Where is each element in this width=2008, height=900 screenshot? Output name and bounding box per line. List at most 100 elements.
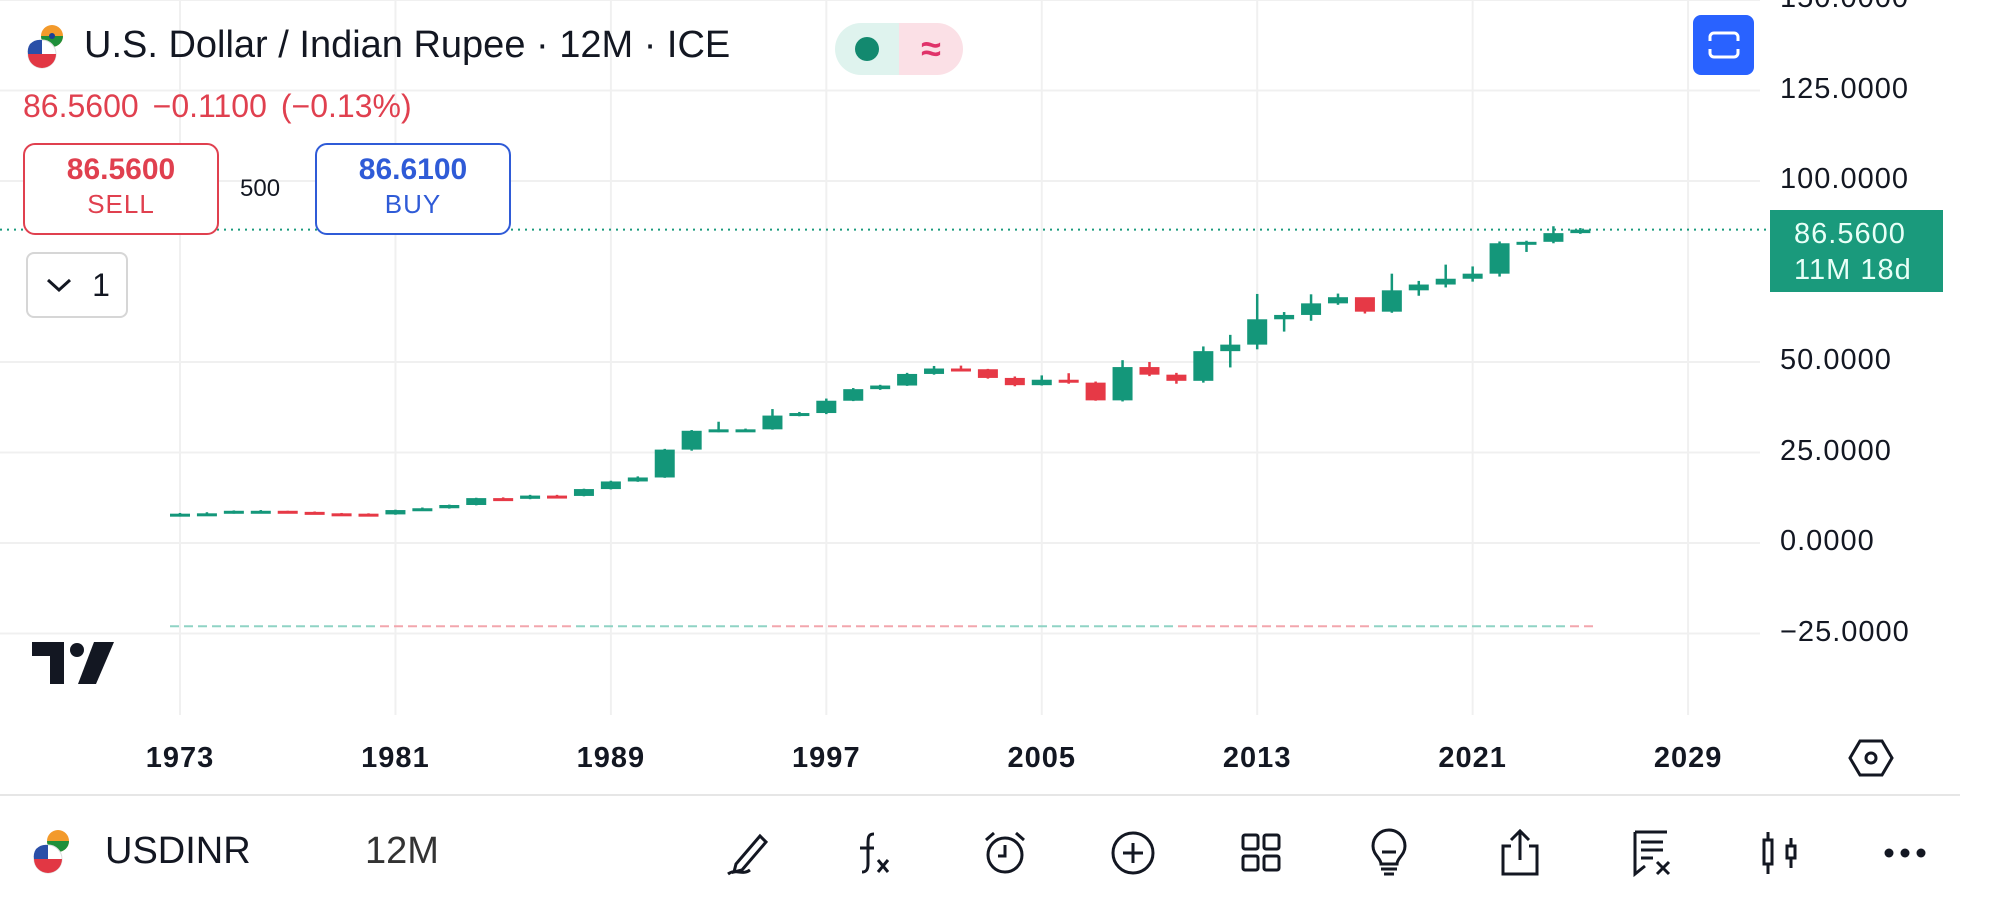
time-axis-label: 2021 [1438,742,1507,774]
candle [1004,376,1025,387]
green-dot-icon [855,37,879,61]
candle [1247,293,1268,350]
candle [547,494,568,499]
candle-body [547,495,568,499]
symbol-button[interactable]: USDINR [105,830,251,872]
candle-body [1220,344,1241,352]
indicators-dropdown[interactable]: 1 [26,252,128,318]
candle-body [1058,379,1079,383]
alarm-icon [985,831,1025,874]
time-axis-label: 2013 [1222,742,1292,774]
sell-button[interactable]: 86.5600 SELL [23,143,219,235]
candle [573,488,594,497]
candle [600,480,621,490]
symbol-title[interactable]: U.S. Dollar / Indian Rupee · 12M · ICE [84,24,731,66]
candle-body [816,400,837,414]
price-chart[interactable] [0,0,2008,800]
candle-body [1247,319,1268,345]
alert-button[interactable] [978,826,1032,880]
candle [1301,294,1322,321]
candle [1516,240,1537,252]
candle [412,507,433,512]
news-button[interactable] [1625,826,1679,880]
approx-icon: ≈ [921,28,941,69]
candle [385,509,406,515]
candle-body [1274,314,1295,320]
fullscreen-button[interactable] [1693,15,1754,75]
timeframe-button[interactable]: 12M [365,830,439,872]
market-open-status[interactable] [835,23,899,75]
candle-body [439,504,460,509]
price-change-percent: (−0.13%) [280,88,412,124]
delayed-data-status[interactable]: ≈ [899,23,963,75]
candle-body [977,369,998,378]
candle [466,497,487,506]
candle-body [950,368,971,372]
chart-type-button[interactable] [1753,826,1807,880]
candle [493,497,514,502]
candle-body [1570,229,1591,234]
candle-body [1516,241,1537,245]
candle [977,368,998,379]
candle-series [170,226,1591,517]
candle-body [520,495,541,499]
candle-body [1408,284,1429,291]
candle [1381,273,1402,313]
candle [331,512,352,517]
candle [870,384,891,390]
candle-body [654,449,675,478]
candle [196,512,217,517]
candle [1327,293,1348,305]
candle-body [170,513,190,517]
candle [1354,297,1375,314]
trade-quantity[interactable]: 500 [240,175,281,202]
candle [520,494,541,500]
candle-body [708,429,729,433]
candle-body [250,510,271,514]
candle [708,421,729,433]
time-axis-label: 1981 [361,742,430,774]
candle [681,430,702,451]
price-axis-label: 100.0000 [1780,163,1909,195]
candle [1489,241,1510,277]
price-axis-label: 150.0000 [1780,0,1909,15]
candle [1031,375,1052,386]
market-status-toggle[interactable]: ≈ [835,23,963,75]
price-change: −0.1100 [152,88,267,124]
layout-button[interactable] [1234,826,1288,880]
candle [439,504,460,509]
candle-body [843,389,864,401]
candle [654,448,675,478]
candle-body [924,368,945,374]
candle [1274,312,1295,332]
candle-body [1381,290,1402,312]
indicators-button[interactable] [848,826,902,880]
candle [1166,372,1187,384]
candle [1408,280,1429,296]
more-button[interactable] [1878,826,1932,880]
last-price: 86.5600 [23,88,139,124]
settings-hexagon-icon [1848,739,1894,777]
usd-inr-flag-icon [22,22,72,72]
candle [627,476,648,482]
chart-grid [0,0,1760,715]
candle-body [1166,374,1187,381]
candle-body [1085,382,1106,401]
drawing-tools-button[interactable] [722,826,776,880]
candle [1570,228,1591,234]
add-button[interactable] [1106,826,1160,880]
share-button[interactable] [1493,826,1547,880]
chart-settings-button[interactable] [1848,738,1894,783]
news-icon [1633,830,1671,878]
candle-body [762,415,783,430]
ideas-button[interactable] [1362,826,1416,880]
candle [170,512,190,517]
bar-countdown: 11M 18d [1794,254,1912,286]
candle [223,510,244,514]
tradingview-logo [32,642,114,689]
candle-body [277,510,298,514]
candle-body [1435,278,1456,285]
buy-button[interactable]: 86.6100 BUY [315,143,511,235]
candle-body [1031,379,1052,386]
buy-label: BUY [384,189,442,219]
